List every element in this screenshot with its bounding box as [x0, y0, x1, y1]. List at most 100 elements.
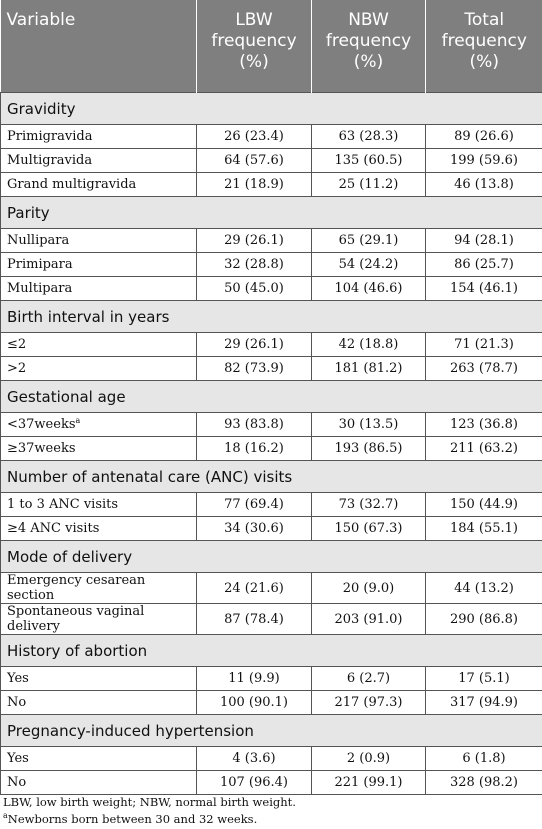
row-label-cell: No: [0, 770, 197, 795]
lbw-cell: 32 (28.8): [196, 252, 312, 277]
total-cell: 86 (25.7): [425, 252, 542, 277]
nbw-cell: 203 (91.0): [311, 603, 426, 635]
section-header-row: Parity: [0, 196, 542, 229]
table-row: ≥4 ANC visits 34 (30.6) 150 (67.3) 184 (55.…: [0, 516, 542, 541]
row-label: Yes: [7, 751, 29, 766]
lbw-cell: 24 (21.6): [196, 572, 312, 604]
table-row: Multipara 50 (45.0) 104 (46.6) 154 (46.1): [0, 276, 542, 301]
total-cell: 71 (21.3): [425, 332, 542, 357]
nbw-cell: 6 (2.7): [311, 666, 426, 691]
row-label: Nullipara: [7, 233, 70, 248]
total-cell: 44 (13.2): [425, 572, 542, 604]
row-label: ≥37weeks: [7, 441, 76, 456]
footnote-a: aNewborns born between 30 and 32 weeks.: [3, 811, 257, 827]
row-label-cell: Grand multigravida: [0, 172, 197, 197]
row-label-cell: Emergency cesarean section: [0, 572, 197, 604]
row-label-cell: Nullipara: [0, 228, 197, 253]
row-label-cell: ≥37weeks: [0, 436, 197, 461]
nbw-cell: 73 (32.7): [311, 492, 426, 517]
row-label: No: [7, 775, 27, 790]
section-header-row: Gestational age: [0, 380, 542, 413]
nbw-cell: 181 (81.2): [311, 356, 426, 381]
lbw-cell: 50 (45.0): [196, 276, 312, 301]
section-header-row: Gravidity: [0, 92, 542, 125]
section-title: Birth interval in years: [0, 300, 542, 333]
lbw-cell: 82 (73.9): [196, 356, 312, 381]
row-label-cell: Multigravida: [0, 148, 197, 173]
total-cell: 17 (5.1): [425, 666, 542, 691]
table-row: >2 82 (73.9) 181 (81.2) 263 (78.7): [0, 356, 542, 381]
row-label: Spontaneous vaginal delivery: [7, 604, 145, 634]
table-row: Grand multigravida 21 (18.9) 25 (11.2) 46 (…: [0, 172, 542, 197]
section-title: Pregnancy-induced hypertension: [0, 714, 542, 747]
row-label-cell: Primipara: [0, 252, 197, 277]
table-row: Yes 4 (3.6) 2 (0.9) 6 (1.8): [0, 746, 542, 771]
table-body: Gravidity Primigravida 26 (23.4) 63 (28.3) 8…: [0, 92, 542, 795]
total-cell: 6 (1.8): [425, 746, 542, 771]
table-row: Spontaneous vaginal delivery 87 (78.4) 203…: [0, 603, 542, 635]
row-label: ≤2: [7, 337, 27, 352]
nbw-cell: 30 (13.5): [311, 412, 426, 437]
section-title: Gravidity: [0, 92, 542, 125]
row-label-cell: No: [0, 690, 197, 715]
section-header-row: Mode of delivery: [0, 540, 542, 573]
total-cell: 263 (78.7): [425, 356, 542, 381]
lbw-cell: 34 (30.6): [196, 516, 312, 541]
header-total-frequency: Total frequency (%): [425, 0, 542, 93]
row-label: Multipara: [7, 281, 73, 296]
lbw-cell: 107 (96.4): [196, 770, 312, 795]
table-row: <37weeksa 93 (83.8) 30 (13.5) 123 (36.8): [0, 412, 542, 437]
lbw-cell: 29 (26.1): [196, 332, 312, 357]
table-row: Yes 11 (9.9) 6 (2.7) 17 (5.1): [0, 666, 542, 691]
row-label: No: [7, 695, 27, 710]
nbw-cell: 221 (99.1): [311, 770, 426, 795]
nbw-cell: 25 (11.2): [311, 172, 426, 197]
header-variable: Variable: [0, 0, 197, 93]
nbw-cell: 2 (0.9): [311, 746, 426, 771]
nbw-cell: 42 (18.8): [311, 332, 426, 357]
nbw-cell: 135 (60.5): [311, 148, 426, 173]
row-label: <37weeks: [7, 417, 76, 432]
row-label-cell: Multipara: [0, 276, 197, 301]
lbw-cell: 100 (90.1): [196, 690, 312, 715]
nbw-cell: 193 (86.5): [311, 436, 426, 461]
row-label: Primigravida: [7, 129, 93, 144]
section-title: Gestational age: [0, 380, 542, 413]
total-cell: 89 (26.6): [425, 124, 542, 149]
section-header-row: Number of antenatal care (ANC) visits: [0, 460, 542, 493]
nbw-cell: 150 (67.3): [311, 516, 426, 541]
section-header-row: Birth interval in years: [0, 300, 542, 333]
lbw-cell: 29 (26.1): [196, 228, 312, 253]
total-cell: 199 (59.6): [425, 148, 542, 173]
lbw-cell: 93 (83.8): [196, 412, 312, 437]
table-row: ≤2 29 (26.1) 42 (18.8) 71 (21.3): [0, 332, 542, 357]
lbw-cell: 18 (16.2): [196, 436, 312, 461]
row-label: Primipara: [7, 257, 73, 272]
total-cell: 328 (98.2): [425, 770, 542, 795]
nbw-cell: 104 (46.6): [311, 276, 426, 301]
table-row: Nullipara 29 (26.1) 65 (29.1) 94 (28.1): [0, 228, 542, 253]
table-row: No 100 (90.1) 217 (97.3) 317 (94.9): [0, 690, 542, 715]
row-label: ≥4 ANC visits: [7, 521, 100, 536]
lbw-cell: 87 (78.4): [196, 603, 312, 635]
total-cell: 94 (28.1): [425, 228, 542, 253]
table-row: Multigravida 64 (57.6) 135 (60.5) 199 (59.6…: [0, 148, 542, 173]
lbw-cell: 26 (23.4): [196, 124, 312, 149]
footnote-marker: a: [75, 416, 81, 425]
table-row: Primigravida 26 (23.4) 63 (28.3) 89 (26.6): [0, 124, 542, 149]
footnote-a-marker: a: [3, 811, 8, 820]
table-row: 1 to 3 ANC visits 77 (69.4) 73 (32.7) 150 (…: [0, 492, 542, 517]
table-row: Emergency cesarean section 24 (21.6) 20 (9…: [0, 572, 542, 604]
data-table: Variable LBW frequency (%) NBW frequency…: [0, 0, 542, 795]
lbw-cell: 21 (18.9): [196, 172, 312, 197]
nbw-cell: 20 (9.0): [311, 572, 426, 604]
row-label-cell: >2: [0, 356, 197, 381]
row-label: >2: [7, 361, 27, 376]
section-header-row: History of abortion: [0, 634, 542, 667]
row-label: Emergency cesarean section: [7, 573, 146, 603]
total-cell: 184 (55.1): [425, 516, 542, 541]
row-label-cell: Spontaneous vaginal delivery: [0, 603, 197, 635]
row-label: 1 to 3 ANC visits: [7, 497, 119, 512]
table-header-row: Variable LBW frequency (%) NBW frequency…: [0, 0, 542, 93]
row-label-cell: ≤2: [0, 332, 197, 357]
